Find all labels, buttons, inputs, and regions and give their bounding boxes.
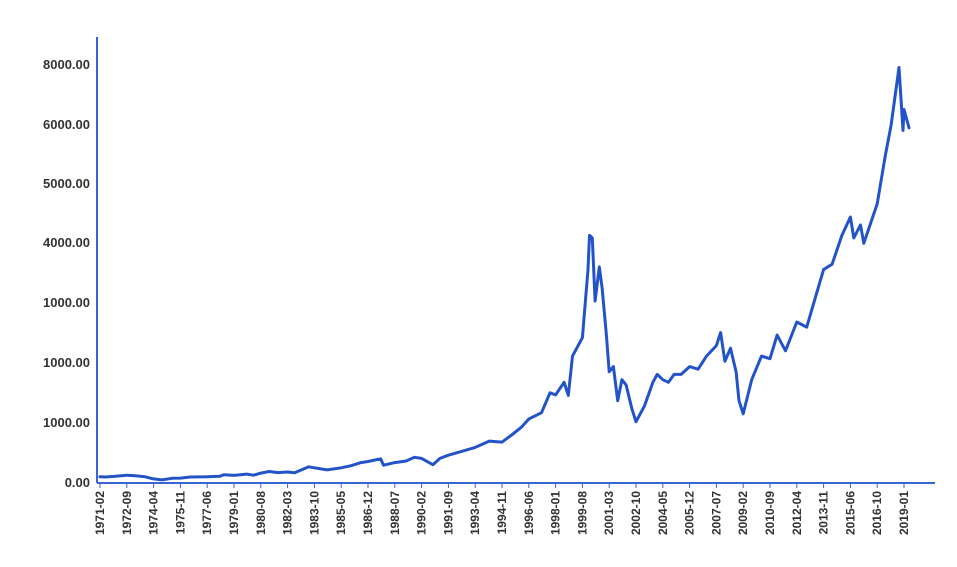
x-tick-label: 2015-06 — [843, 491, 857, 535]
x-tick-label: 2013-11 — [817, 491, 831, 535]
y-tick-label: 0.00 — [65, 475, 90, 490]
x-tick-label: 1985-05 — [334, 491, 348, 535]
x-tick-label: 1982-03 — [281, 491, 295, 535]
x-tick-label: 2012-04 — [790, 491, 804, 535]
y-tick-label: 4000.00 — [43, 235, 90, 250]
x-tick-label: 1975-11 — [173, 491, 187, 535]
x-tick-label: 1998-01 — [549, 491, 563, 535]
y-tick-label: 1000.00 — [43, 295, 90, 310]
x-tick-label: 1990-02 — [415, 491, 429, 535]
x-tick-label: 1972-09 — [120, 491, 134, 535]
y-tick-labels: 8000.00 6000.00 5000.00 4000.00 1000.00 1000.… — [43, 57, 90, 490]
x-tick-label: 1974-04 — [147, 491, 161, 535]
x-tick-label: 2007-07 — [709, 491, 723, 535]
y-tick-label: 6000.00 — [43, 117, 90, 132]
x-tick-label: 1980-08 — [254, 491, 268, 535]
x-tick-label: 2019-01 — [897, 491, 911, 535]
y-tick-label: 5000.00 — [43, 176, 90, 191]
x-tick-label: 1999-08 — [575, 491, 589, 535]
x-tick-label: 2009-02 — [736, 491, 750, 535]
series-line — [98, 66, 911, 482]
x-tick-label: 2004-05 — [656, 491, 670, 535]
y-tick-label: 1000.00 — [43, 415, 90, 430]
x-tick-label: 1986-12 — [361, 491, 375, 535]
x-tick-label: 1977-06 — [200, 491, 214, 535]
x-tick-label: 1994-11 — [495, 491, 509, 535]
x-tick-label: 2010-09 — [763, 491, 777, 535]
x-tick-label: 1979-01 — [227, 491, 241, 535]
x-tick-label: 2002-10 — [629, 491, 643, 535]
x-tick-label: 2001-03 — [602, 491, 616, 535]
y-tick-label: 8000.00 — [43, 57, 90, 72]
x-tick-labels: 1971-02 1972-09 1974-04 1975-11 1977-06 1979-… — [93, 483, 911, 535]
x-tick-label: 1988-07 — [388, 491, 402, 535]
x-tick-label: 2005-12 — [683, 491, 697, 535]
x-tick-label: 1971-02 — [93, 491, 107, 535]
y-tick-label: 1000.00 — [43, 355, 90, 370]
x-tick-label: 1983-10 — [307, 491, 321, 535]
x-tick-label: 1993-04 — [468, 491, 482, 535]
x-tick-label: 1996-06 — [522, 491, 536, 535]
x-tick-label: 2016-10 — [870, 491, 884, 535]
x-tick-label: 1991-09 — [441, 491, 455, 535]
